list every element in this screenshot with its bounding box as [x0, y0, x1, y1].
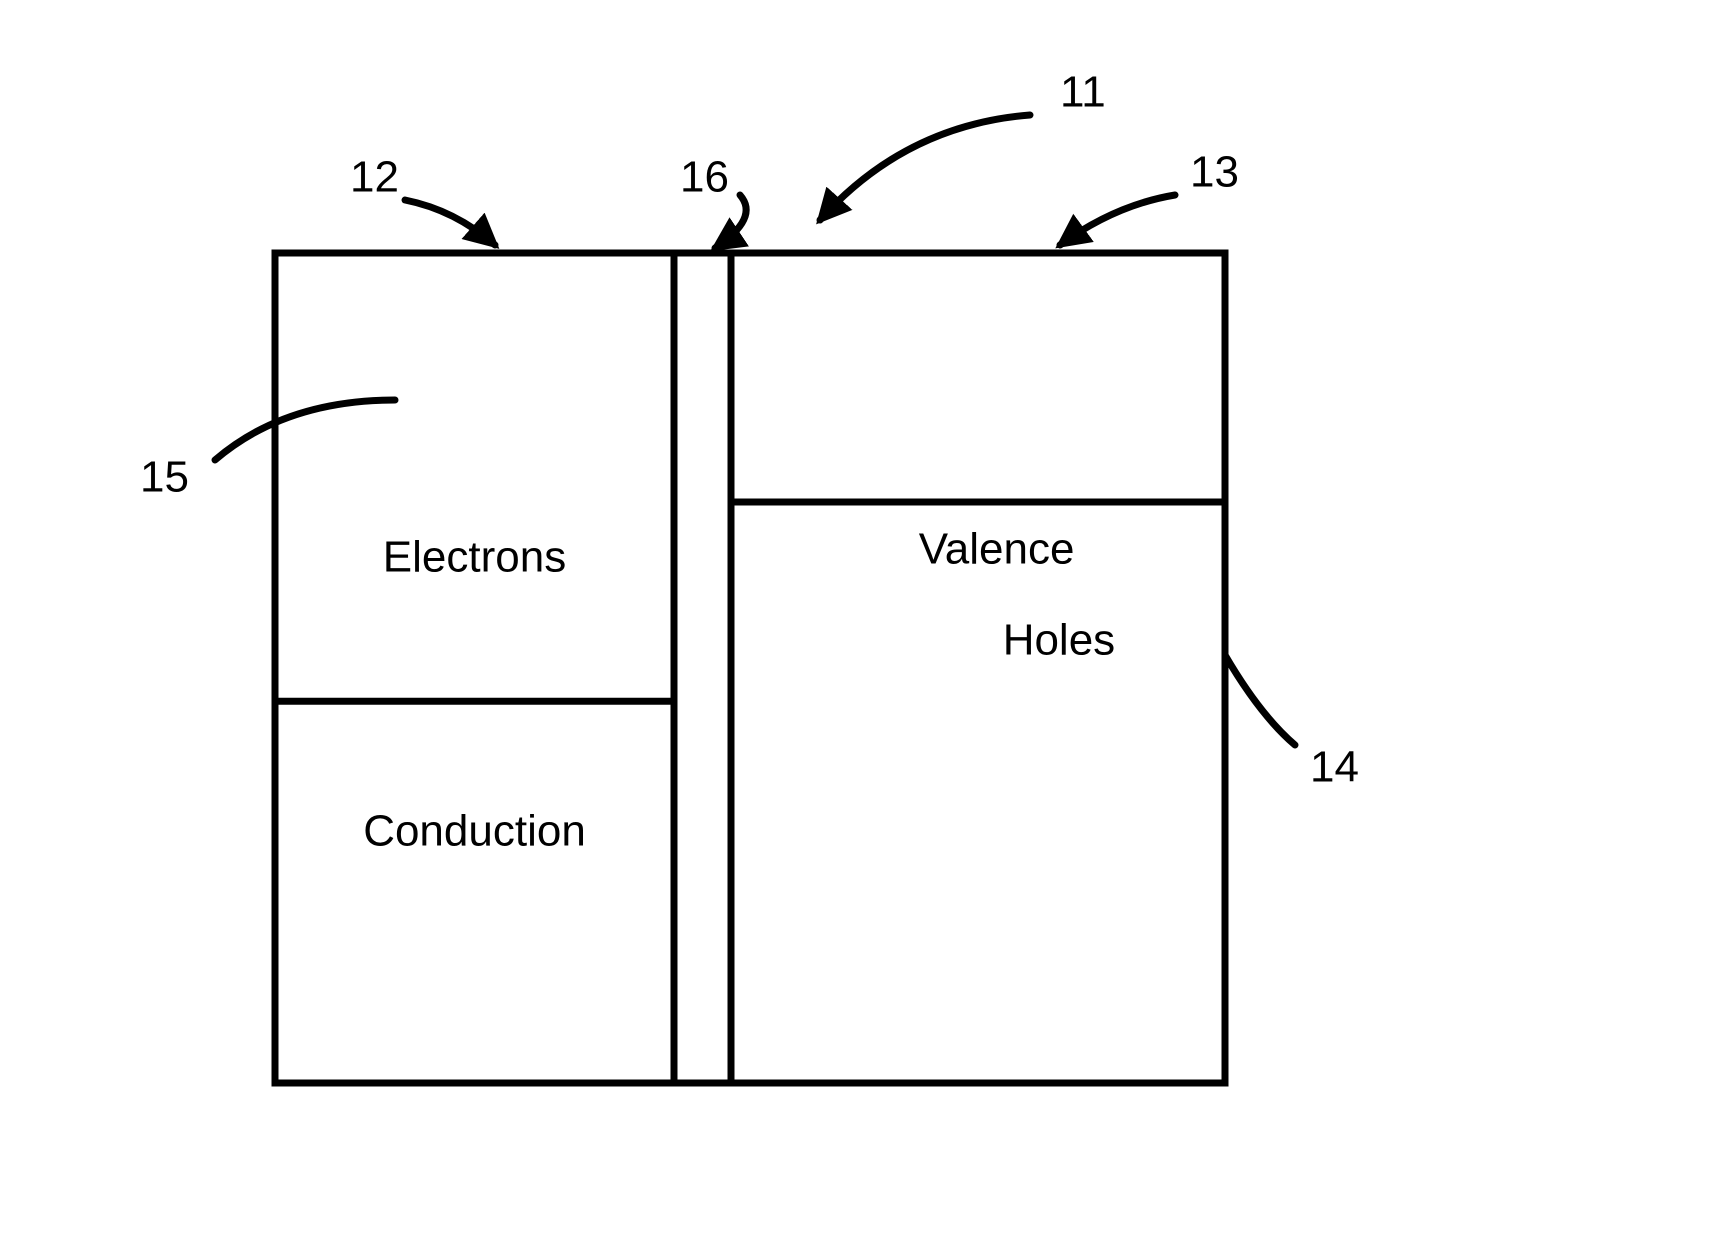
label-valence: Valence [919, 524, 1075, 573]
label-holes: Holes [1003, 616, 1115, 665]
callout-16: 16 [680, 153, 729, 202]
callout-13-arrow [1060, 195, 1175, 245]
callout-14-lead [1225, 655, 1295, 745]
label-conduction: Conduction [363, 807, 586, 856]
callout-15: 15 [140, 453, 189, 502]
callout-12: 12 [350, 153, 399, 202]
callout-15-lead [215, 400, 395, 460]
outer-box [275, 253, 1225, 1083]
callout-12-arrow [405, 200, 495, 245]
callout-16-arrow [715, 195, 746, 248]
label-electrons: Electrons [383, 533, 566, 582]
callout-14: 14 [1310, 743, 1359, 792]
callout-11-arrow [820, 115, 1030, 220]
callout-11: 11 [1060, 68, 1106, 117]
callout-13: 13 [1190, 148, 1239, 197]
